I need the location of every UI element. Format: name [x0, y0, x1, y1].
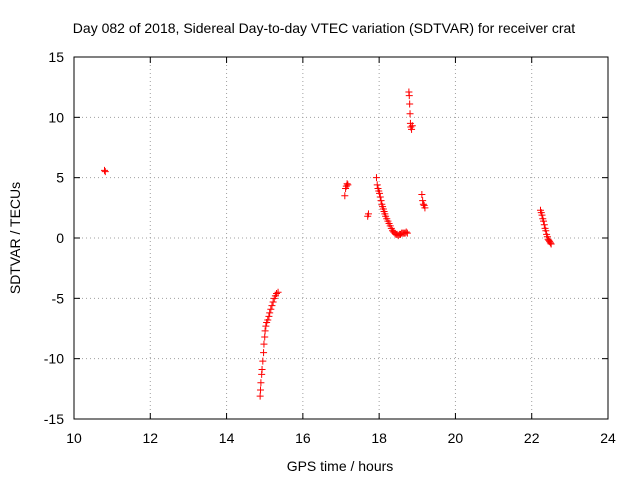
data-point — [265, 312, 273, 320]
data-point — [256, 392, 264, 400]
data-point — [419, 197, 427, 205]
data-point — [261, 333, 269, 341]
y-tick-label: -10 — [44, 351, 64, 367]
y-tick-label: -5 — [52, 290, 65, 306]
x-tick-label: 10 — [66, 430, 82, 446]
data-point — [257, 386, 265, 394]
data-point — [546, 239, 554, 247]
data-point — [257, 379, 265, 387]
x-tick-label: 18 — [371, 430, 387, 446]
data-point — [260, 349, 268, 357]
data-point — [540, 221, 548, 229]
data-point — [540, 217, 548, 225]
x-axis-label: GPS time / hours — [287, 458, 394, 474]
grid-lines — [74, 57, 608, 419]
data-point — [377, 197, 385, 205]
data-point — [364, 210, 372, 218]
data-point — [538, 211, 546, 219]
y-axis-label: SDTVAR / TECUs — [7, 182, 23, 294]
y-tick-label: -15 — [44, 411, 64, 427]
axis-ticks — [73, 56, 609, 420]
y-tick-labels: -15 -10 -5 0 5 10 15 — [44, 49, 64, 427]
data-point — [408, 125, 416, 133]
data-point — [542, 227, 550, 235]
data-point — [421, 204, 429, 212]
data-point — [406, 100, 414, 108]
data-point — [344, 181, 352, 189]
y-tick-label: 0 — [56, 230, 64, 246]
data-point — [274, 288, 282, 296]
data-point — [269, 298, 277, 306]
x-tick-label: 16 — [295, 430, 311, 446]
data-point — [259, 357, 267, 365]
data-point — [376, 189, 384, 197]
data-point — [418, 191, 426, 199]
data-point — [341, 192, 349, 200]
data-point — [262, 322, 270, 330]
data-point — [268, 302, 276, 310]
x-tick-label: 14 — [219, 430, 235, 446]
data-point — [267, 305, 275, 313]
x-tick-label: 12 — [142, 430, 158, 446]
data-point — [264, 316, 272, 324]
data-point — [405, 92, 413, 100]
data-point — [406, 110, 414, 118]
data-points — [101, 88, 555, 400]
data-point — [260, 340, 268, 348]
data-point — [403, 229, 411, 237]
y-tick-label: 15 — [48, 49, 64, 65]
data-point — [343, 180, 351, 188]
data-point — [261, 327, 269, 335]
data-point — [101, 168, 109, 176]
data-point — [101, 166, 109, 174]
data-point — [419, 200, 427, 208]
data-point — [266, 309, 274, 317]
data-point — [372, 174, 380, 182]
data-point — [273, 290, 281, 298]
x-tick-label: 24 — [600, 430, 616, 446]
x-tick-label: 20 — [448, 430, 464, 446]
data-point — [373, 181, 381, 189]
data-point — [408, 122, 416, 130]
data-point — [376, 193, 384, 201]
data-point — [547, 240, 555, 248]
x-tick-label: 22 — [524, 430, 540, 446]
chart-title: Day 082 of 2018, Sidereal Day-to-day VTE… — [73, 20, 575, 36]
data-point — [402, 228, 410, 236]
y-tick-label: 5 — [56, 170, 64, 186]
x-tick-labels: 10 12 14 16 18 20 22 24 — [66, 430, 616, 446]
y-tick-label: 10 — [48, 109, 64, 125]
data-point — [258, 366, 266, 374]
